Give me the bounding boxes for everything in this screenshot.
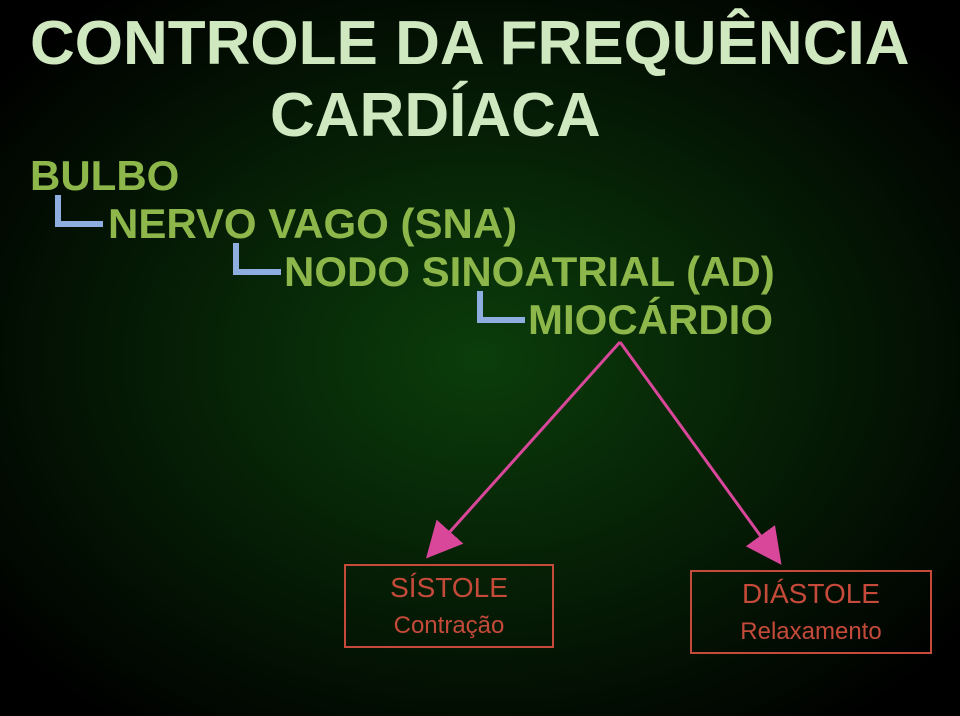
title-line1: CONTROLE DA FREQUÊNCIA xyxy=(30,8,909,79)
label-miocardio: MIOCÁRDIO xyxy=(528,296,773,344)
label-bulbo: BULBO xyxy=(30,152,179,200)
box-diastole-title: DIÁSTOLE xyxy=(706,578,916,610)
box-diastole-subtitle: Relaxamento xyxy=(706,618,916,646)
box-sistole: SÍSTOLE Contração xyxy=(344,564,554,648)
box-sistole-subtitle: Contração xyxy=(360,612,538,640)
label-nodo-sa: NODO SINOATRIAL (AD) xyxy=(284,248,775,296)
title-line2: CARDÍACA xyxy=(270,80,601,151)
box-sistole-title: SÍSTOLE xyxy=(360,572,538,604)
box-diastole: DIÁSTOLE Relaxamento xyxy=(690,570,932,654)
label-nervo-vago: NERVO VAGO (SNA) xyxy=(108,200,517,248)
